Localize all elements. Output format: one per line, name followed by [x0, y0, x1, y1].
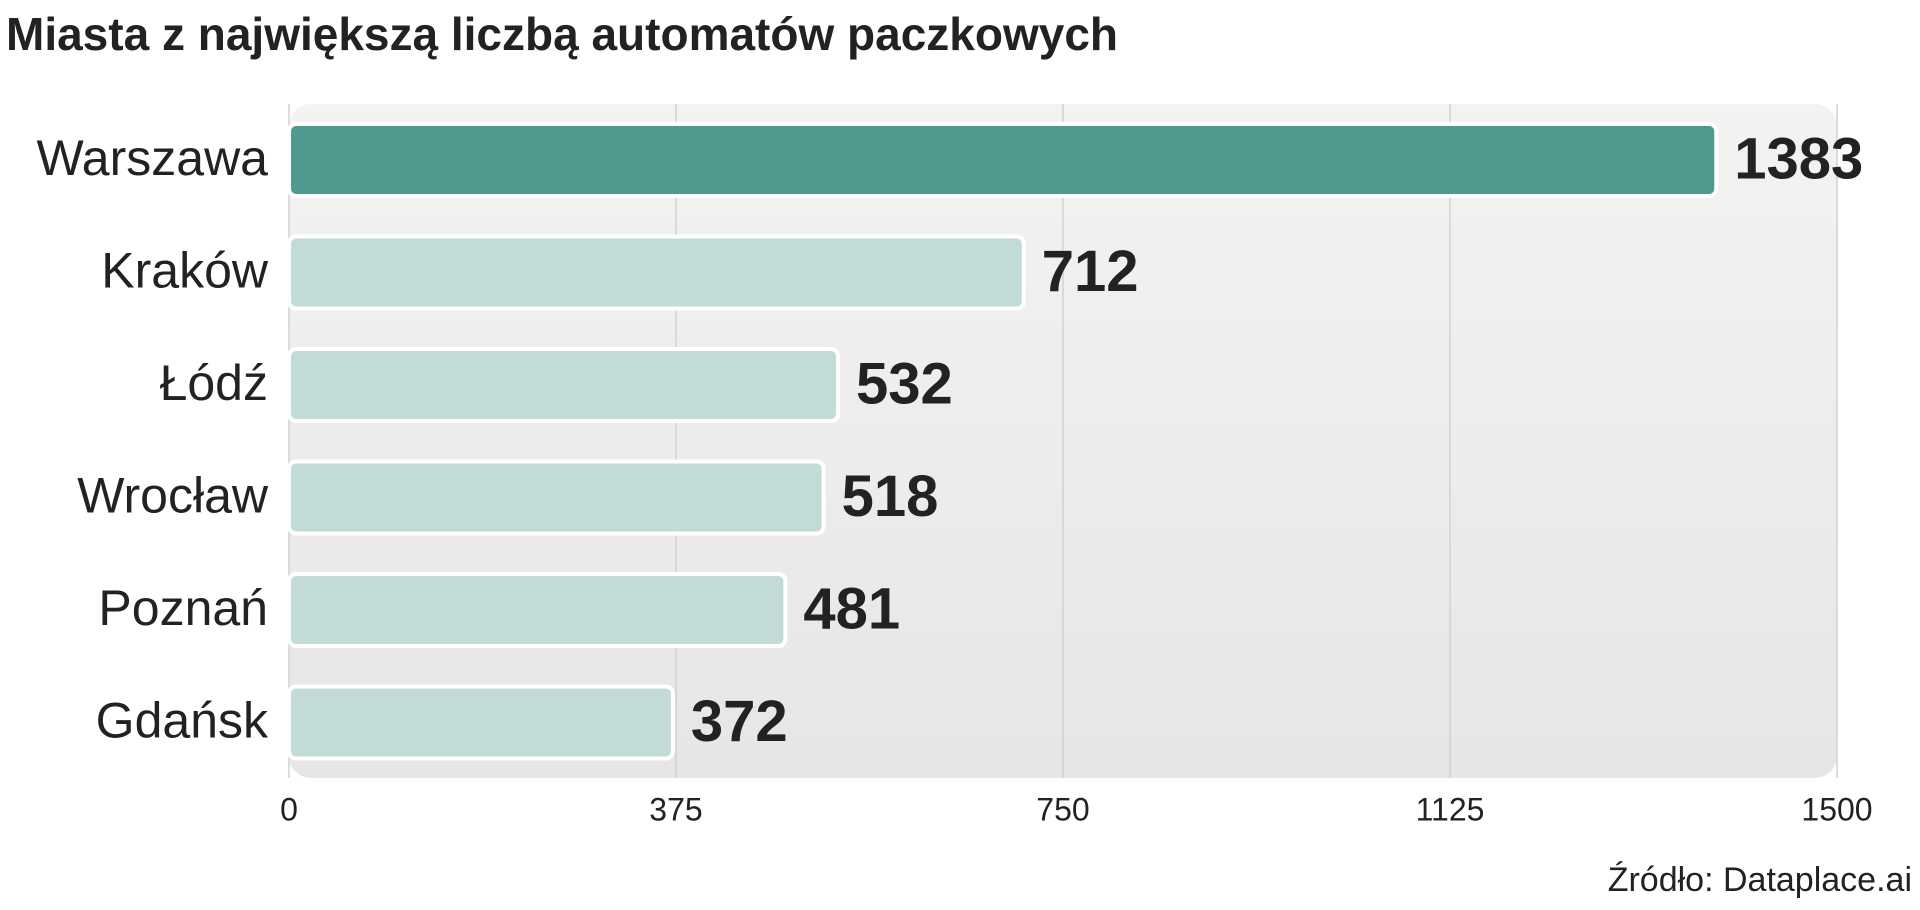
value-label: 712: [1042, 239, 1139, 304]
x-tick-label: 1500: [1801, 791, 1872, 827]
y-tick-label: Wrocław: [77, 468, 269, 524]
x-tick-label: 0: [280, 791, 298, 827]
value-label: 372: [691, 689, 788, 754]
value-label: 518: [842, 464, 939, 529]
value-label: 481: [803, 576, 900, 641]
bar: [287, 459, 826, 536]
y-tick-label: Kraków: [101, 243, 269, 299]
value-label: 1383: [1734, 126, 1863, 191]
x-tick-label: 750: [1036, 791, 1089, 827]
value-label: 532: [856, 351, 953, 416]
bar: [287, 572, 788, 648]
y-tick-label: Warszawa: [36, 130, 268, 186]
x-tick-label: 1125: [1416, 791, 1485, 827]
bar: [287, 122, 1719, 198]
bar: [287, 234, 1026, 311]
bar: [287, 347, 841, 423]
x-tick-label: 375: [649, 791, 702, 827]
source-note: Źródło: Dataplace.ai: [1608, 861, 1912, 899]
y-tick-label: Poznań: [98, 580, 268, 636]
y-tick-label: Łódź: [160, 355, 268, 411]
chart-title: Miasta z największą liczbą automatów pac…: [6, 8, 1118, 60]
bar: [287, 684, 675, 761]
y-tick-label: Gdańsk: [96, 693, 269, 749]
